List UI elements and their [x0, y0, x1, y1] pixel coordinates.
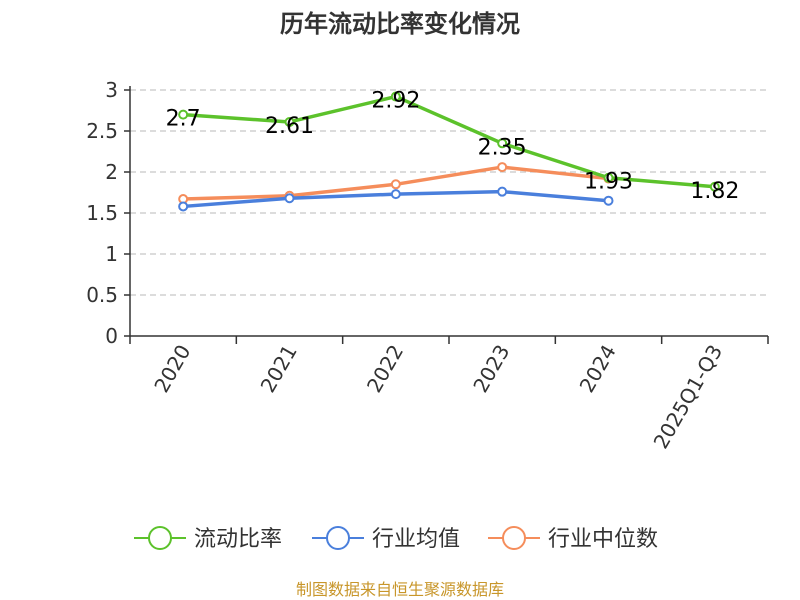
data-label: 2.35: [478, 135, 527, 160]
y-tick-label: 3: [105, 78, 118, 102]
x-tick-label: 2021: [256, 341, 302, 397]
legend-marker: [148, 526, 172, 550]
y-tick-label: 0: [105, 324, 118, 348]
legend-marker: [502, 526, 526, 550]
data-point: [603, 172, 614, 183]
y-tick-label: 1: [105, 242, 118, 266]
y-tick-label: 2.5: [86, 119, 118, 143]
data-point: [497, 162, 508, 173]
legend[interactable]: 流动比率 行业均值 行业中位数: [134, 526, 658, 552]
legend-item-1[interactable]: 行业均值: [312, 526, 460, 552]
chart-title: 历年流动比率变化情况: [280, 10, 520, 38]
data-point: [284, 193, 295, 204]
legend-label: 流动比率: [194, 527, 282, 552]
data-point: [178, 109, 189, 120]
y-tick-label: 2: [105, 160, 118, 184]
data-label: 2.92: [371, 89, 420, 114]
x-tick-label: 2024: [575, 341, 621, 397]
legend-item-2[interactable]: 行业中位数: [488, 526, 658, 552]
axes: 0 0.5 1 1.5 2 2.5 3 2020 2021 2022 2023 2024 2025Q1-…: [86, 78, 769, 453]
x-tick-label: 2023: [468, 340, 514, 396]
y-tick-label: 1.5: [86, 201, 118, 225]
legend-label: 行业均值: [372, 527, 460, 552]
data-point: [284, 116, 295, 127]
data-label: 1.93: [584, 170, 633, 195]
grid-lines: [130, 89, 768, 296]
y-tick-label: 0.5: [86, 283, 118, 307]
x-tick-label: 2022: [362, 341, 408, 397]
data-point: [603, 195, 614, 206]
legend-label: 行业中位数: [548, 527, 658, 552]
data-point: [497, 138, 508, 149]
data-label: 2.61: [265, 114, 314, 139]
data-point: [178, 201, 189, 212]
data-label: 2.7: [166, 107, 201, 132]
series-lines: [178, 91, 720, 212]
data-point: [497, 186, 508, 197]
series-line-0: [183, 94, 715, 189]
x-tick-label: 2025Q1-Q3: [648, 341, 727, 453]
data-point: [390, 179, 401, 190]
legend-item-0[interactable]: 流动比率: [134, 526, 282, 552]
source-note: 制图数据来自恒生聚源数据库: [296, 580, 504, 599]
data-labels: 2.7 2.61 2.92 2.35 1.93 1.82: [166, 89, 740, 204]
data-label: 1.82: [690, 179, 739, 204]
data-point: [390, 91, 401, 102]
x-tick-label: 2020: [149, 341, 195, 397]
data-point: [390, 189, 401, 200]
legend-marker: [326, 526, 350, 550]
data-point: [709, 181, 720, 192]
